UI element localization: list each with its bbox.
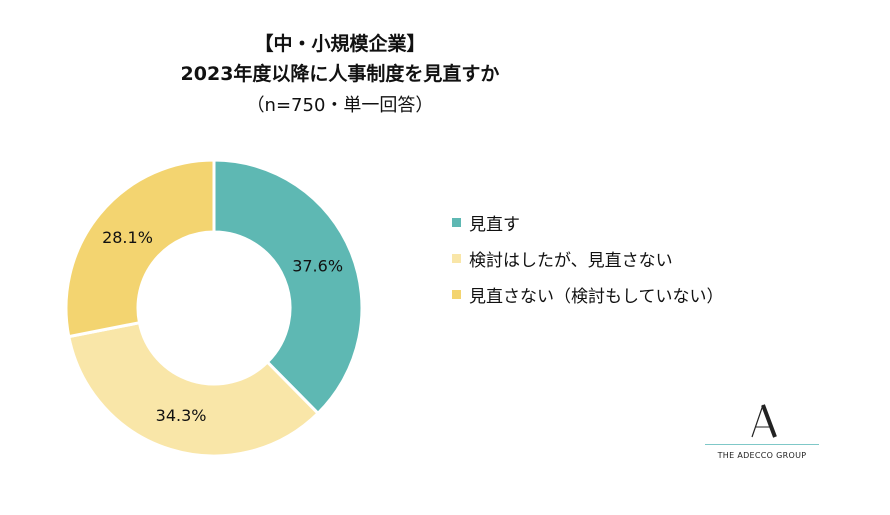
legend-swatch-2 bbox=[452, 253, 461, 263]
adecco-a-logo-icon bbox=[751, 404, 777, 438]
company-logo: THE ADECCO GROUP bbox=[705, 404, 819, 464]
donut-slice-3 bbox=[64, 158, 216, 339]
chart-title-line1: 【中・小規模企業】 bbox=[254, 33, 426, 55]
slice-value-label-2: 34.3% bbox=[156, 406, 207, 425]
chart-title-line2: 2023年度以降に人事制度を見直すか bbox=[180, 63, 500, 85]
logo-divider bbox=[705, 444, 819, 445]
legend-item-2: 検討はしたが、見直さない bbox=[452, 240, 724, 276]
legend-swatch-3 bbox=[452, 289, 461, 299]
legend-item-1: 見直す bbox=[452, 204, 724, 240]
logo-brand-text: THE ADECCO GROUP bbox=[717, 451, 807, 460]
slice-value-label-3: 28.1% bbox=[102, 228, 153, 247]
legend-item-3: 見直さない（検討もしていない） bbox=[452, 276, 724, 312]
legend-label-3: 見直さない（検討もしていない） bbox=[469, 286, 724, 307]
donut-slice-2 bbox=[67, 320, 321, 458]
donut-slice-1 bbox=[212, 158, 364, 416]
slice-value-label-1: 37.6% bbox=[292, 256, 343, 275]
chart-title-block: 【中・小規模企業】 2023年度以降に人事制度を見直すか （n=750・単一回答… bbox=[0, 30, 680, 122]
chart-subtitle: （n=750・単一回答） bbox=[246, 95, 434, 116]
legend-label-2: 検討はしたが、見直さない bbox=[469, 250, 673, 271]
chart-legend: 見直す検討はしたが、見直さない見直さない（検討もしていない） bbox=[452, 204, 724, 312]
legend-swatch-1 bbox=[452, 217, 461, 227]
legend-label-1: 見直す bbox=[469, 214, 520, 235]
